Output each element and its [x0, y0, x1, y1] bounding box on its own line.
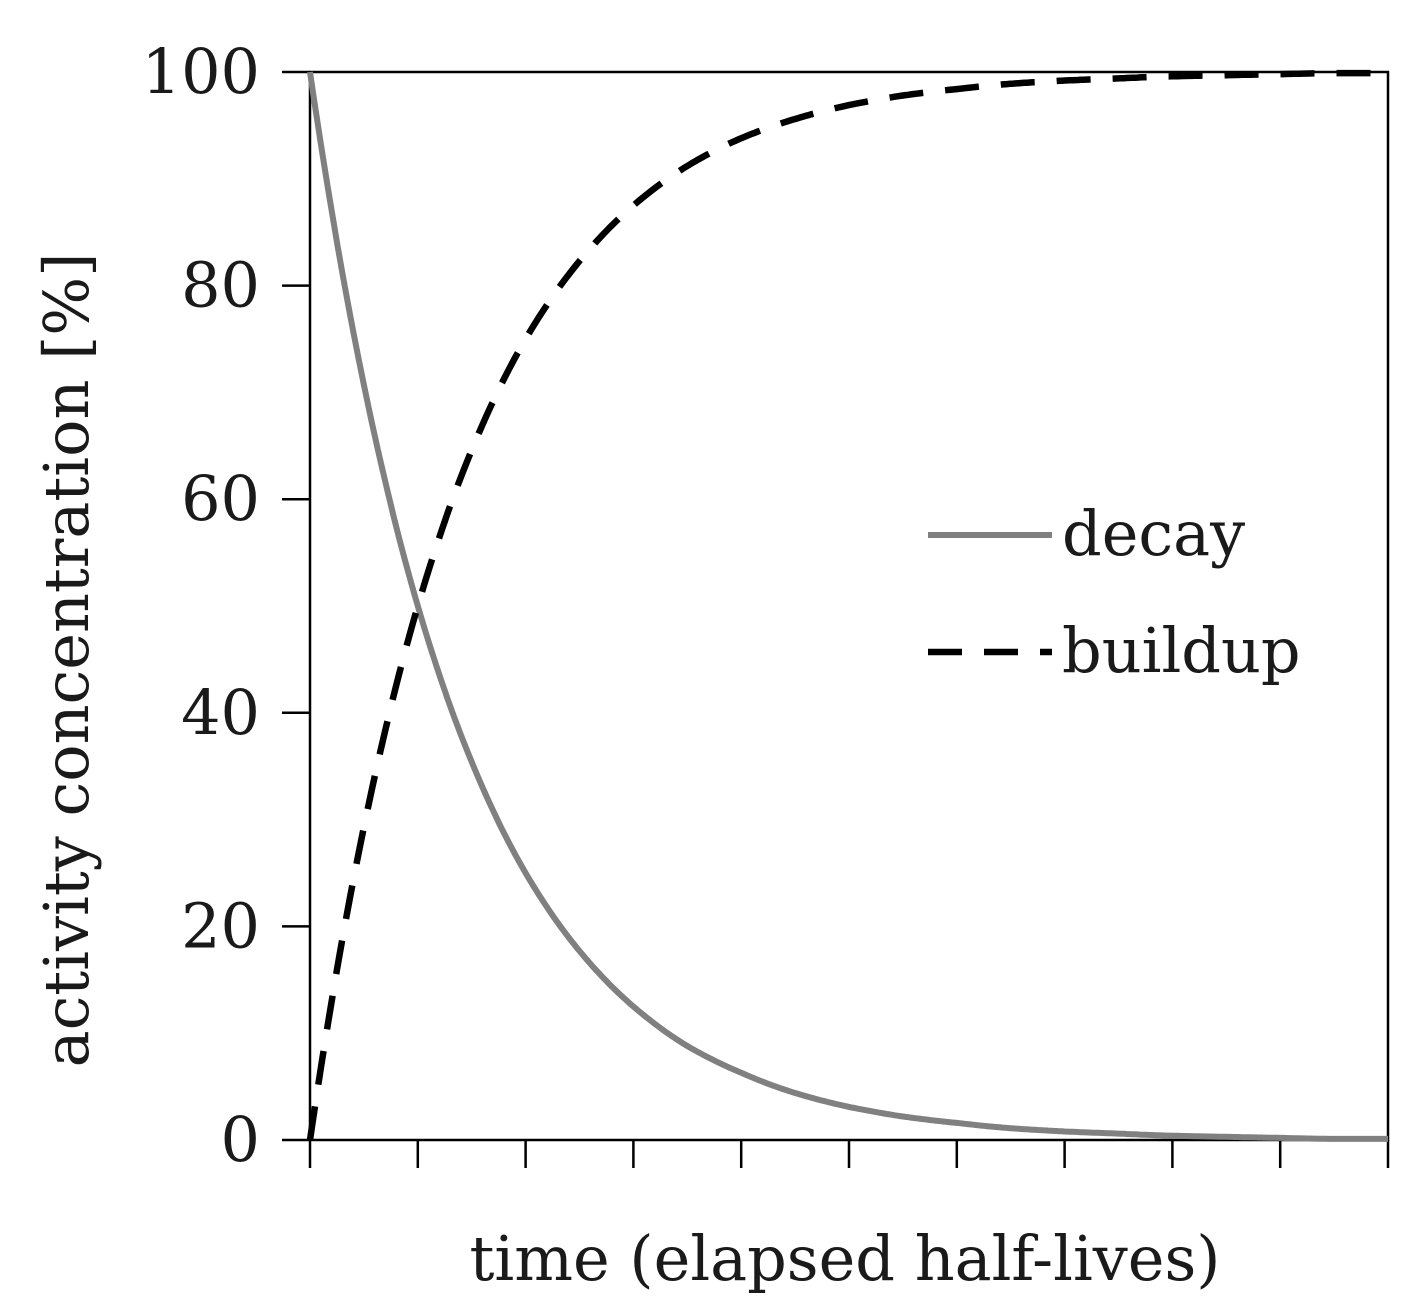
- series-layer: [306, 69, 1388, 1142]
- y-tick-label: 40: [181, 676, 260, 749]
- y-tick-label: 80: [181, 249, 260, 322]
- y-tick-label: 0: [221, 1103, 260, 1176]
- x-axis: [308, 1140, 1390, 1168]
- legend-label-buildup: buildup: [1062, 614, 1301, 687]
- plot-area: [308, 70, 1390, 1142]
- legend-label-decay: decay: [1062, 497, 1245, 570]
- y-tick-label: 100: [142, 35, 260, 108]
- series-line-buildup: [306, 69, 1388, 1141]
- legend: decay buildup: [928, 497, 1301, 687]
- x-axis-title: time (elapsed half-lives): [470, 1222, 1221, 1295]
- y-axis-title: activity concentration [%]: [30, 253, 103, 1068]
- y-tick-label: 60: [181, 462, 260, 535]
- series-line-decay: [307, 71, 1388, 1142]
- y-tick-label: 20: [181, 889, 260, 962]
- y-axis: 0 20 40 60 80 100: [142, 35, 310, 1176]
